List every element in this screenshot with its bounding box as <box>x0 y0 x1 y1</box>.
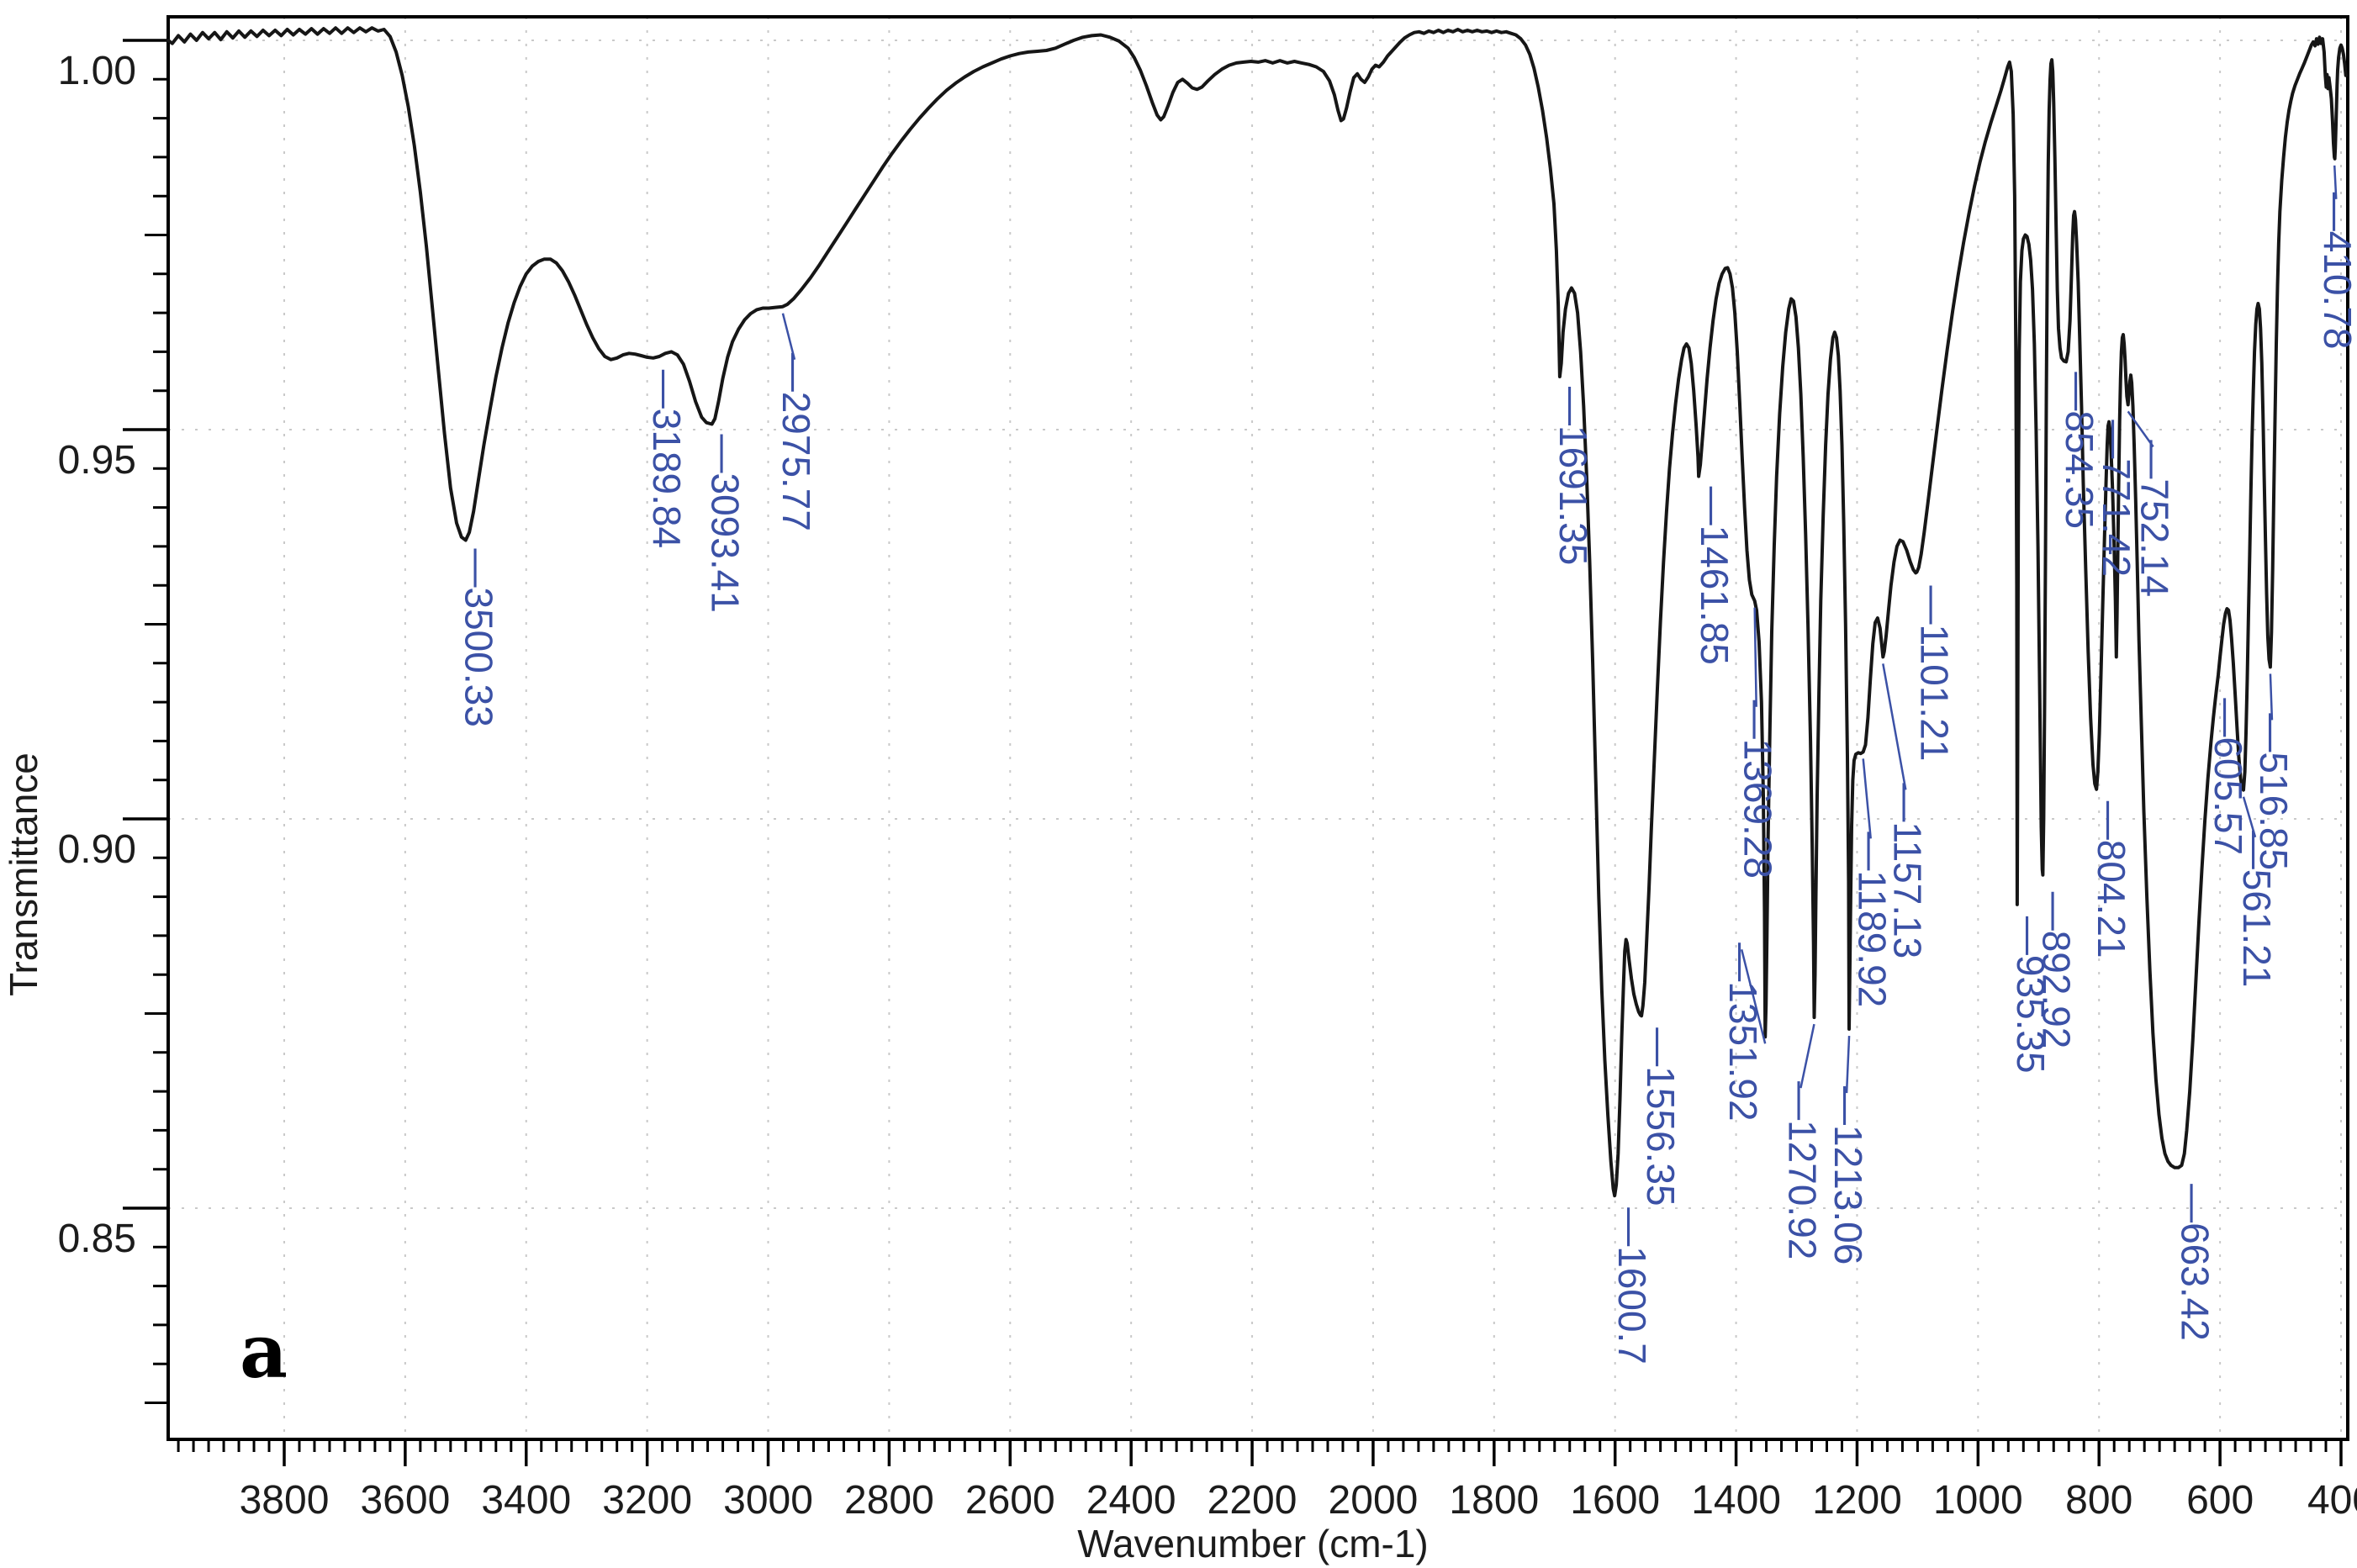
x-tick-label: 800 <box>2065 1478 2132 1523</box>
x-tick-label: 400 <box>2307 1478 2357 1523</box>
peak-leader-line <box>1882 663 1907 790</box>
x-tick-label: 2400 <box>1086 1478 1176 1523</box>
peak-leader-line <box>1799 1023 1815 1089</box>
peak-leader-line <box>2242 796 2257 838</box>
x-tick-label: 1200 <box>1812 1478 1902 1523</box>
y-tick-label: 1.00 <box>58 49 136 93</box>
x-tick-label: 1600 <box>1570 1478 1660 1523</box>
spectrum-curve-layer <box>166 26 2348 1198</box>
peak-label: —1270.92 <box>1780 1081 1824 1259</box>
x-tick-label: 3400 <box>481 1478 571 1523</box>
peak-label: —561.21 <box>2235 831 2279 988</box>
peak-leader-line <box>1862 758 1872 839</box>
y-tick-label: 0.90 <box>58 827 136 872</box>
plot-frame <box>166 15 2349 1441</box>
spectrum-curve <box>166 26 2348 1198</box>
x-tick-label: 3200 <box>602 1478 692 1523</box>
peak-leader-line <box>2333 165 2338 199</box>
x-tick-label: 3600 <box>360 1478 450 1523</box>
peak-label: —1369.28 <box>1736 700 1780 879</box>
peak-label: —605.57 <box>2206 698 2250 855</box>
x-tick-label: 1800 <box>1449 1478 1539 1523</box>
peak-label: —3093.41 <box>703 435 747 613</box>
axis-layer: 3800 3600 3400 3200 3000 2800 2600 2400 2200 2000… <box>58 15 2357 1523</box>
peak-label: —1101.21 <box>1913 586 1957 762</box>
peak-label: —804.21 <box>2090 801 2133 958</box>
y-axis-title: Transmittance <box>2 752 45 996</box>
peak-label: —663.42 <box>2174 1184 2217 1341</box>
peak-label: —892.92 <box>2034 892 2078 1049</box>
peak-label: —935.35 <box>2009 916 2053 1074</box>
peak-label: —854.35 <box>2058 372 2101 529</box>
x-tick-label: 1400 <box>1691 1478 1781 1523</box>
x-axis-title: Wavenumber (cm-1) <box>1077 1522 1428 1565</box>
peak-label: —1461.85 <box>1693 487 1736 665</box>
peak-label: —1556.35 <box>1639 1027 1683 1206</box>
y-tick-label: 0.95 <box>58 438 136 483</box>
peak-label: —410.78 <box>2316 193 2357 350</box>
x-tick-label: 2200 <box>1208 1478 1297 1523</box>
peak-label: —516.85 <box>2252 713 2296 870</box>
peak-label: —1351.92 <box>1721 942 1765 1121</box>
peak-label: —3189.84 <box>645 370 689 548</box>
peak-label: —3500.33 <box>457 549 501 727</box>
peak-leader-line <box>2269 673 2274 721</box>
panel-label: a <box>240 1307 288 1395</box>
peak-label: —752.14 <box>2133 440 2177 597</box>
peak-leader-line <box>1740 948 1767 1044</box>
peak-leader-line <box>781 313 796 361</box>
x-tick-label: 3000 <box>723 1478 813 1523</box>
peak-leader-line <box>1753 607 1757 707</box>
peak-leader-line <box>1845 1035 1851 1094</box>
peak-label: —2975.77 <box>774 353 818 531</box>
peak-label: —1600.7 <box>1610 1207 1654 1365</box>
peak-leader-line <box>2127 410 2154 448</box>
peak-label: —1157.13 <box>1885 783 1929 958</box>
peak-label: —1213.06 <box>1826 1086 1870 1264</box>
peak-labels-layer: —3500.33 —3189.84 —3093.41 —2975.77 —1691.35… <box>457 165 2357 1365</box>
y-tick-label: 0.85 <box>58 1217 136 1261</box>
x-tick-label: 2800 <box>844 1478 934 1523</box>
peak-label: —1189.92 <box>1851 832 1895 1007</box>
x-tick-label: 3800 <box>240 1478 330 1523</box>
peak-label: —1691.35 <box>1551 387 1595 565</box>
x-tick-label: 2000 <box>1329 1478 1419 1523</box>
x-tick-label: 600 <box>2186 1478 2254 1523</box>
grid-layer <box>168 17 2348 1439</box>
x-tick-label: 1000 <box>1933 1478 2023 1523</box>
peak-label: —771.42 <box>2095 420 2138 577</box>
x-tick-label: 2600 <box>965 1478 1055 1523</box>
